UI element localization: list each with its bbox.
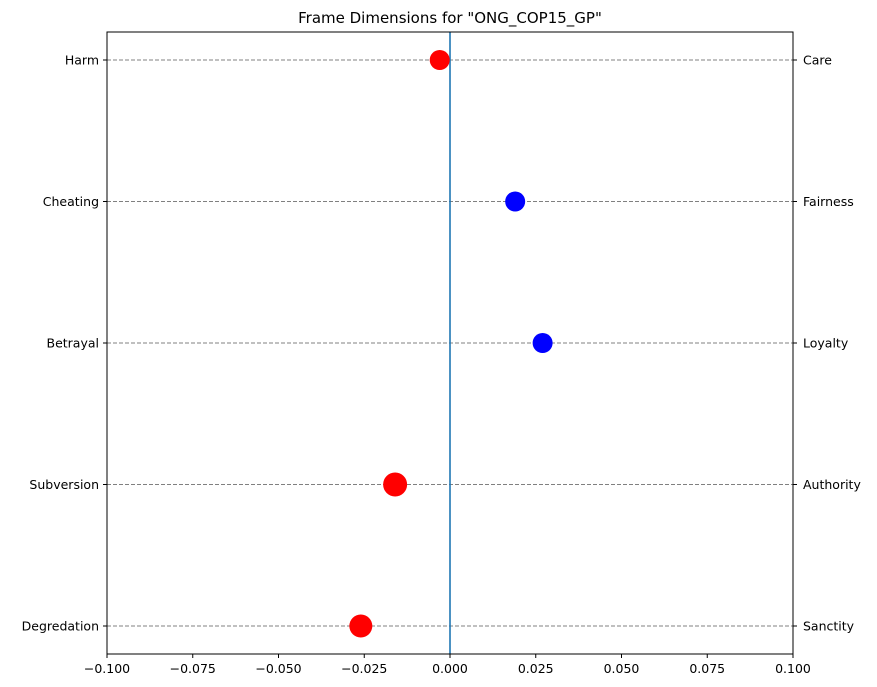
left-tick-label-0: Harm <box>65 53 99 68</box>
x-tick-label-0: −0.100 <box>84 661 130 676</box>
points-layer <box>349 50 553 638</box>
x-tick-label-4: 0.000 <box>432 661 468 676</box>
x-tick-label-1: −0.075 <box>170 661 216 676</box>
left-tick-label-4: Degredation <box>22 619 99 634</box>
x-tick-label-8: 0.100 <box>775 661 811 676</box>
data-point-1 <box>505 191 526 212</box>
x-axis-ticks: −0.100 −0.075 −0.050 −0.025 0.000 0.025 0.050 0… <box>84 654 811 676</box>
left-tick-label-3: Subversion <box>29 477 99 492</box>
x-tick-label-2: −0.050 <box>255 661 301 676</box>
left-tick-label-1: Cheating <box>43 194 99 209</box>
x-tick-label-3: −0.025 <box>341 661 387 676</box>
right-tick-label-4: Sanctity <box>803 619 855 634</box>
x-tick-label-6: 0.050 <box>604 661 640 676</box>
data-point-3 <box>383 472 408 497</box>
chart-title: Frame Dimensions for "ONG_COP15_GP" <box>298 9 602 28</box>
left-tick-label-2: Betrayal <box>47 336 100 351</box>
right-tick-label-1: Fairness <box>803 194 854 209</box>
x-tick-label-5: 0.025 <box>518 661 554 676</box>
right-tick-label-2: Loyalty <box>803 336 849 351</box>
right-tick-label-0: Care <box>803 53 832 68</box>
right-tick-label-3: Authority <box>803 477 861 492</box>
data-point-4 <box>349 614 373 638</box>
data-point-2 <box>532 333 553 353</box>
left-axis-labels: Harm Cheating Betrayal Subversion Degredatio… <box>22 53 107 634</box>
x-tick-label-7: 0.075 <box>689 661 725 676</box>
right-axis-labels: Care Fairness Loyalty Authority Sanctity <box>793 53 861 634</box>
data-point-0 <box>429 50 450 70</box>
